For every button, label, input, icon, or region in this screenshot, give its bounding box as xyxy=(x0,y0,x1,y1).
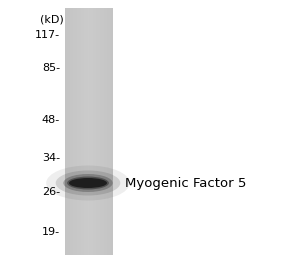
Bar xyxy=(88,8,89,255)
Bar xyxy=(76,8,77,255)
Bar xyxy=(75,8,76,255)
Bar xyxy=(74,8,75,255)
Bar xyxy=(68,8,69,255)
Text: Myogenic Factor 5: Myogenic Factor 5 xyxy=(125,177,246,190)
Bar xyxy=(103,8,105,255)
Bar xyxy=(93,8,94,255)
Bar xyxy=(82,8,83,255)
Bar xyxy=(97,8,98,255)
Bar xyxy=(72,8,73,255)
Bar xyxy=(71,8,72,255)
Bar xyxy=(77,8,78,255)
Bar xyxy=(85,8,86,255)
Bar xyxy=(105,8,106,255)
Bar xyxy=(99,8,101,255)
Bar xyxy=(102,8,103,255)
Bar xyxy=(78,8,80,255)
Ellipse shape xyxy=(69,178,107,188)
Text: 85-: 85- xyxy=(42,63,60,73)
Bar xyxy=(106,8,108,255)
Bar xyxy=(74,8,76,255)
Bar xyxy=(67,8,68,255)
Bar xyxy=(96,8,98,255)
Bar xyxy=(89,8,90,255)
Ellipse shape xyxy=(67,177,109,190)
Ellipse shape xyxy=(63,174,113,192)
Bar xyxy=(107,8,109,255)
Bar xyxy=(66,8,67,255)
Bar xyxy=(73,8,74,255)
Bar xyxy=(65,8,66,255)
Bar xyxy=(89,8,91,255)
Bar xyxy=(81,8,82,255)
Bar xyxy=(103,8,104,255)
Bar xyxy=(106,8,107,255)
Bar xyxy=(94,8,95,255)
Bar xyxy=(80,8,81,255)
Bar xyxy=(82,8,83,255)
Text: 19-: 19- xyxy=(42,227,60,237)
Bar xyxy=(108,8,109,255)
Bar xyxy=(101,8,102,255)
Bar xyxy=(110,8,112,255)
Bar xyxy=(100,8,102,255)
Ellipse shape xyxy=(56,171,120,196)
Bar xyxy=(99,8,100,255)
Ellipse shape xyxy=(46,166,130,200)
Bar xyxy=(93,8,95,255)
Text: 34-: 34- xyxy=(42,153,60,163)
Bar xyxy=(65,8,112,255)
Bar xyxy=(90,8,91,255)
Bar xyxy=(85,8,87,255)
Bar xyxy=(110,8,111,255)
Bar xyxy=(79,8,80,255)
Bar xyxy=(69,8,70,255)
Bar xyxy=(70,8,72,255)
Bar xyxy=(91,8,92,255)
Bar xyxy=(109,8,110,255)
Bar xyxy=(96,8,97,255)
Bar xyxy=(83,8,84,255)
Bar xyxy=(78,8,79,255)
Bar xyxy=(92,8,93,255)
Bar xyxy=(87,8,88,255)
Bar xyxy=(86,8,87,255)
Bar xyxy=(111,8,113,255)
Bar xyxy=(84,8,85,255)
Bar xyxy=(98,8,99,255)
Text: 117-: 117- xyxy=(35,30,60,40)
Text: 48-: 48- xyxy=(42,115,60,125)
Bar xyxy=(104,8,106,255)
Text: 26-: 26- xyxy=(42,187,60,197)
Bar xyxy=(95,8,96,255)
Bar xyxy=(70,8,71,255)
Text: (kD): (kD) xyxy=(40,14,64,24)
Bar xyxy=(67,8,69,255)
